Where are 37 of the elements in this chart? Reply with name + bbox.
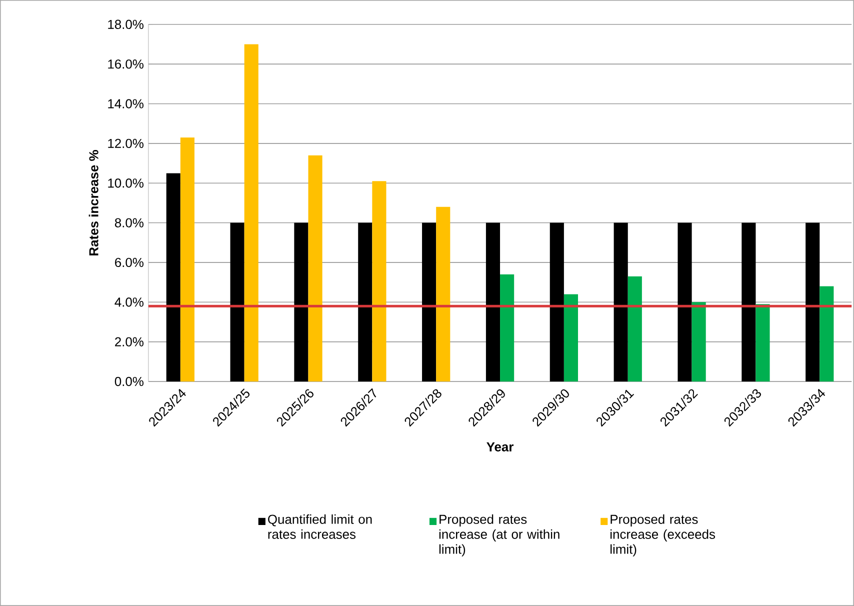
bar [230,222,244,382]
bar [564,294,578,382]
y-tick-label: 6.0% [115,258,144,268]
y-tick-label: 10.0% [108,178,144,188]
x-axis-title: Year [486,442,514,452]
bar [500,274,514,382]
bar [436,206,450,382]
legend-label: Proposed rates increase (exceeds limit) [610,514,716,556]
bar [308,155,322,382]
bar [692,302,706,382]
y-tick-label: 0.0% [114,376,144,386]
bar [614,222,628,382]
bar [820,286,834,382]
y-tick-label: 8.0% [114,218,144,228]
bar [550,222,564,382]
bar [742,222,756,382]
bar [486,222,500,382]
bar [678,222,692,382]
bar [294,222,308,382]
legend-label: Proposed rates increase (at or within limit) [439,514,560,556]
bar [244,44,258,382]
y-tick-label: 14.0% [108,99,144,108]
y-axis-title: Rates increase % [88,150,98,256]
bar [422,222,436,382]
bar [806,222,820,382]
bar [166,173,180,382]
legend-label: Quantified limit on rates increases [268,514,372,539]
bar [372,181,386,382]
y-tick-label: 2.0% [115,337,144,346]
y-tick-label: 4.0% [114,298,144,307]
bar [756,304,770,382]
bar [180,138,194,382]
bar [628,276,642,382]
bar [358,222,372,382]
y-tick-label: 16.0% [108,60,144,69]
y-tick-label: 18.0% [108,20,144,30]
y-tick-label: 12.0% [108,138,144,148]
